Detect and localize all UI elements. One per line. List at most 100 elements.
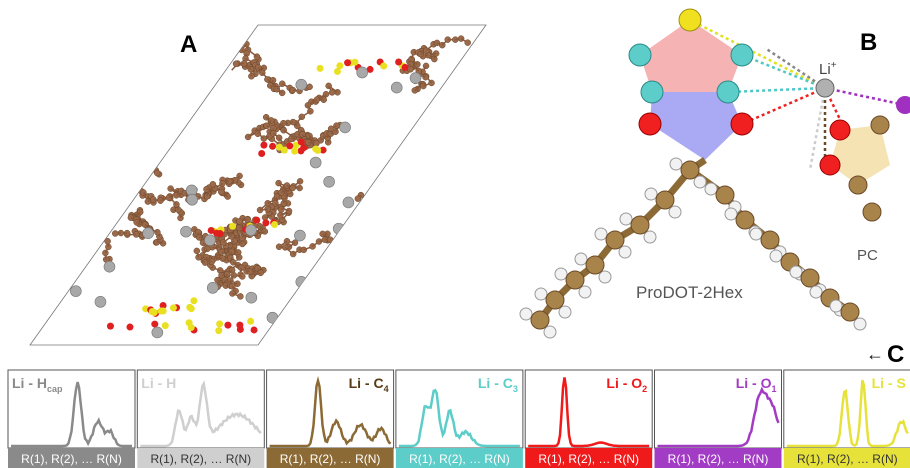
hydrogen (645, 188, 657, 200)
hydrogen (644, 231, 656, 243)
hydrogen (830, 300, 842, 312)
atom (237, 293, 243, 299)
atom (149, 308, 156, 315)
li-atom (152, 327, 163, 338)
carbon (761, 231, 779, 249)
carbon (841, 303, 859, 321)
li-atom (187, 194, 198, 205)
hydrogen (520, 308, 532, 320)
li-atom (296, 79, 307, 90)
atom (186, 319, 193, 326)
li-atom (143, 228, 154, 239)
oxygen (731, 113, 753, 135)
carbon (717, 81, 739, 103)
atom (380, 63, 387, 70)
rdf-label-main: Li - H (12, 375, 47, 391)
hydrogen (750, 228, 762, 240)
atom (162, 322, 169, 329)
rdf-label-main: Li - H (141, 375, 176, 391)
rdf-label-main: Li - O (736, 375, 772, 391)
li-atom (391, 82, 402, 93)
hydrogen (555, 268, 567, 280)
atom (271, 221, 278, 228)
li-atom (205, 235, 216, 246)
hydrogen (544, 326, 556, 338)
hydrogen (595, 228, 607, 240)
hydrogen (810, 286, 822, 298)
atom (465, 40, 471, 46)
carbon (606, 231, 624, 249)
atom (260, 142, 267, 149)
li-atom (357, 67, 368, 78)
rdf-label-sub: cap (47, 384, 63, 394)
carbon (849, 176, 867, 194)
li-atom (310, 157, 321, 168)
atom (194, 248, 200, 254)
rdf-label-sub: 3 (513, 384, 518, 394)
carbon (566, 271, 584, 289)
carbon (629, 44, 651, 66)
atom (210, 181, 216, 187)
atom (218, 189, 224, 195)
hydrogen (770, 250, 782, 262)
rdf-label-main: Li - C (478, 375, 513, 391)
atom (236, 218, 242, 224)
li-atom (816, 79, 834, 97)
atom (317, 65, 324, 72)
hydrogen (670, 158, 682, 170)
hydrogen (579, 286, 591, 298)
atom (154, 170, 160, 176)
li-atom (343, 197, 354, 208)
solvent-label: PC (857, 247, 878, 264)
atom (151, 321, 158, 328)
atom (213, 230, 220, 237)
sulfur (679, 9, 701, 31)
atom (395, 58, 402, 65)
atom (247, 318, 254, 325)
ion-charge: + (831, 60, 837, 71)
rdf-panel: Li - Hcap R(1), R(2), … R(N) (8, 370, 135, 468)
axis-label: R(1), R(2), … R(N) (280, 452, 381, 466)
atom (314, 147, 321, 154)
oxygen (820, 155, 840, 175)
hydrogen (620, 213, 632, 225)
carbon (656, 191, 674, 209)
carbon (641, 81, 663, 103)
atom (336, 62, 343, 69)
li-atom (324, 176, 335, 187)
rdf-label-main: Li - O (606, 375, 642, 391)
rdf-label: Li - S (872, 375, 906, 391)
rdf-label-sub: 4 (384, 384, 389, 394)
atom (186, 304, 193, 311)
rdf-panel: Li - HR(1), R(2), … R(N) (137, 370, 264, 468)
axis-label: R(1), R(2), … R(N) (668, 452, 769, 466)
carbon (801, 269, 819, 287)
hydrogen (619, 246, 631, 258)
axis-label: R(1), R(2), … R(N) (21, 452, 122, 466)
hydrogen (790, 266, 802, 278)
interaction (825, 88, 905, 105)
atom (112, 230, 118, 236)
carbon (736, 211, 754, 229)
hydrogen (669, 206, 681, 218)
atom (190, 297, 197, 304)
rdf-panel: Li - C4 R(1), R(2), … R(N) (267, 370, 394, 468)
atom (333, 123, 339, 129)
rdf-label-sub: 2 (642, 384, 647, 394)
atom (328, 126, 334, 132)
hydrogen (535, 288, 547, 300)
li-atom (180, 226, 191, 237)
rdf-label-main: Li - C (349, 375, 384, 391)
atom (355, 196, 361, 202)
carbon (731, 44, 753, 66)
li-atom (207, 282, 218, 293)
carbon (871, 116, 889, 134)
atom (401, 64, 408, 71)
axis-label: R(1), R(2), … R(N) (797, 452, 898, 466)
atom (258, 150, 265, 157)
carbon (716, 186, 734, 204)
hydrogen (694, 176, 706, 188)
li-atom (340, 122, 351, 133)
li-atom (296, 276, 307, 287)
rdf-label-main: Li - S (872, 375, 906, 391)
